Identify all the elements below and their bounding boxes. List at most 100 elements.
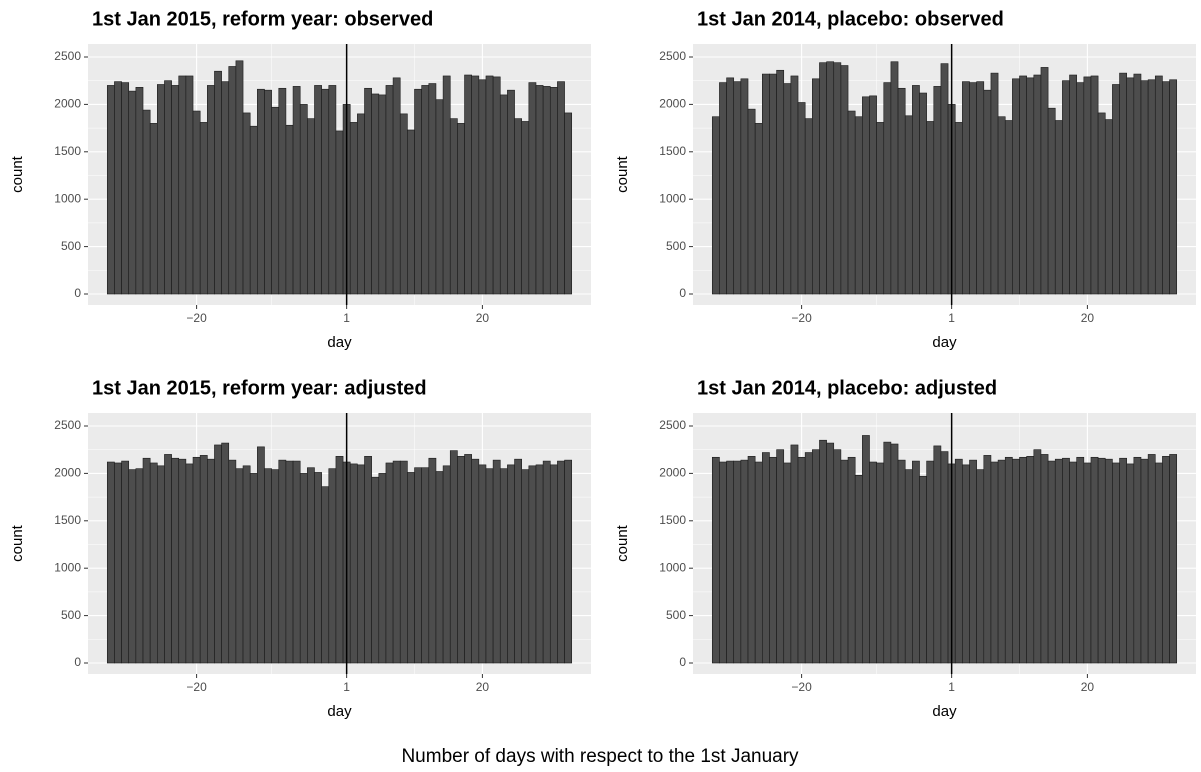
bar [557,81,565,295]
bar [1162,81,1170,295]
bar [228,66,237,295]
bar [826,442,835,664]
bar [1062,457,1070,664]
bar [1090,456,1099,664]
bar [969,82,977,295]
bar [178,458,187,664]
bar [192,110,201,295]
bar [1162,456,1170,664]
bar [890,61,899,295]
y-tick-label: 2000 [54,466,81,480]
y-tick-label: 2000 [659,466,686,480]
bar [199,122,208,295]
bar [983,89,992,295]
bar [557,460,565,664]
bar [976,81,985,295]
bar [954,122,963,295]
bar [1097,112,1106,295]
y-tick-label: 1500 [54,513,81,527]
bar [514,458,522,664]
bar [1069,74,1077,295]
bar [962,464,970,664]
bar [933,445,942,664]
bar [535,464,544,664]
bar [1033,449,1042,664]
bar [769,73,777,295]
bar [804,118,813,295]
bar [299,104,308,295]
bar [1004,120,1013,295]
bar [121,82,130,295]
bar [1140,458,1149,664]
bar [711,456,720,664]
bar [357,113,365,295]
bar [349,463,358,664]
bar [897,459,906,664]
bar [157,84,165,295]
bar [492,459,501,664]
bar [797,102,806,295]
bar [242,112,251,295]
bar [364,87,372,295]
bar [507,89,515,295]
bar [142,109,151,295]
bar [457,123,465,295]
bar [990,72,999,295]
bar [378,94,387,295]
bar [740,459,749,664]
bar [833,449,842,664]
bar [719,461,727,664]
bar [242,465,251,664]
bar [1019,75,1027,295]
y-tick-label: 0 [679,286,686,300]
y-tick-label: 2500 [659,418,686,432]
bar [997,116,1006,295]
bar [435,99,444,295]
bar [106,85,115,295]
bar [754,123,763,295]
bar [171,85,180,295]
y-tick-label: 500 [666,239,686,253]
x-tick-label: 1 [343,311,350,325]
bar [149,462,158,664]
x-tick-label: 20 [476,680,490,694]
bar [442,465,451,664]
bar [314,472,322,664]
y-tick-label: 2000 [54,97,81,111]
y-tick-label: 1000 [659,560,686,574]
bar [1112,462,1120,664]
bar [549,87,558,295]
x-axis-label: day [327,334,352,351]
bar [1040,454,1049,664]
bar [954,458,963,664]
bar [862,96,870,295]
bar [833,62,842,295]
x-tick-label: 1 [948,311,955,325]
x-tick-label: −20 [791,680,812,694]
bar [235,468,244,664]
bar [1147,79,1156,295]
x-tick-label: 1 [343,680,350,694]
x-tick-label: −20 [791,311,812,325]
bar [335,130,344,295]
bar [1076,82,1085,295]
bar [185,75,194,295]
bar [135,87,144,295]
bar [1033,74,1042,295]
y-tick-label: 500 [666,608,686,622]
bar [1012,78,1020,295]
bar [485,75,494,295]
bar [214,444,222,664]
bar [983,455,992,664]
panel-title: 1st Jan 2014, placebo: adjusted [697,377,997,399]
bar [392,460,401,664]
bar [1054,120,1063,295]
bar [969,459,977,664]
bar [492,76,501,295]
bar [207,85,215,295]
bar [1083,462,1092,664]
x-axis-label: day [327,703,352,720]
bar [257,88,265,295]
bar [812,78,820,295]
bar [535,85,544,295]
